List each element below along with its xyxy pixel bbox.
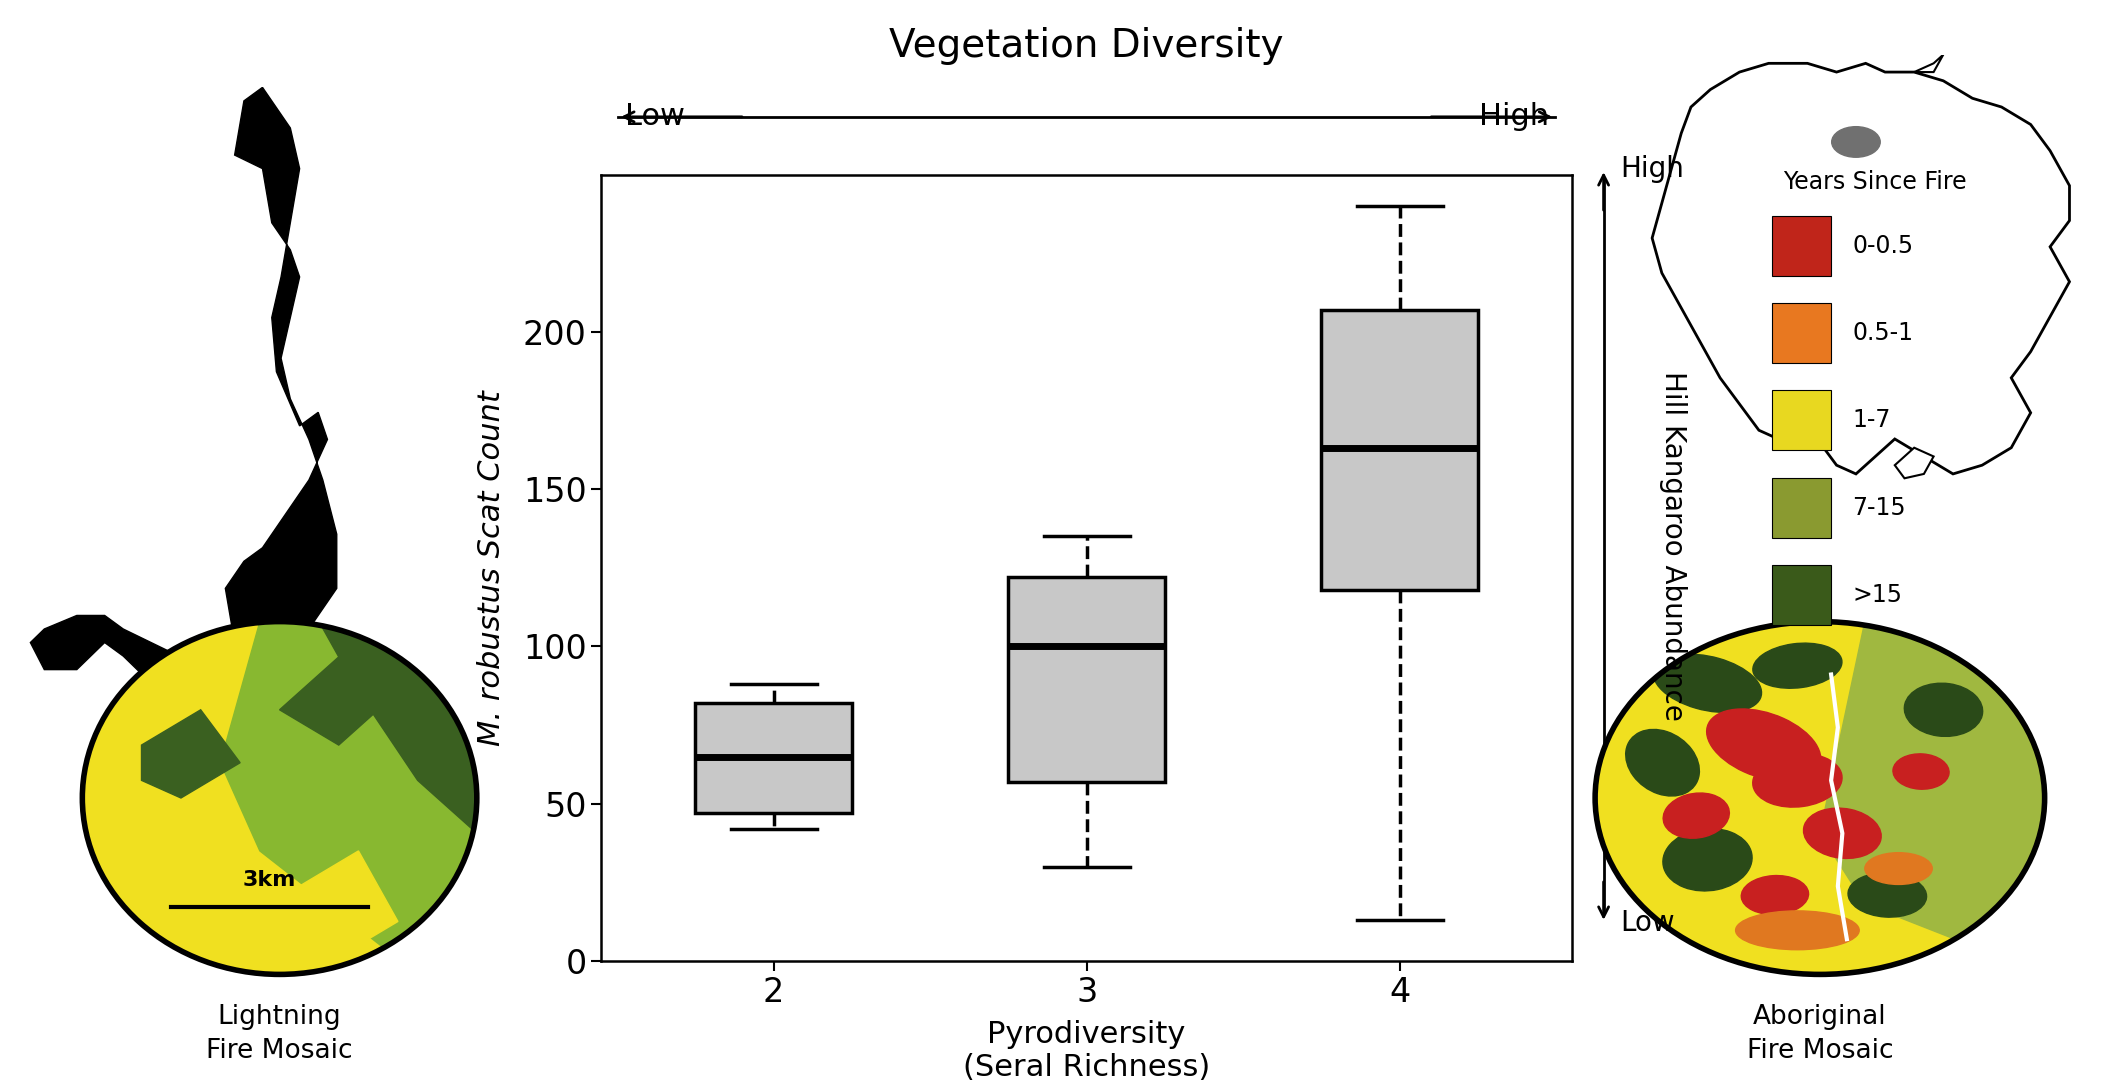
Polygon shape bbox=[101, 621, 219, 727]
Text: Years Since Fire: Years Since Fire bbox=[1783, 170, 1967, 194]
Text: 3km: 3km bbox=[243, 869, 295, 890]
Text: Vegetation Diversity: Vegetation Diversity bbox=[890, 27, 1283, 66]
Text: Low: Low bbox=[1620, 909, 1675, 937]
Ellipse shape bbox=[1663, 829, 1751, 891]
Ellipse shape bbox=[1831, 127, 1880, 157]
Y-axis label: M. robustus Scat Count: M. robustus Scat Count bbox=[477, 390, 506, 746]
Polygon shape bbox=[241, 904, 319, 974]
Ellipse shape bbox=[1905, 684, 1983, 736]
Polygon shape bbox=[1652, 63, 2070, 474]
Bar bbox=[1321, 310, 1477, 590]
Text: Fire Mosaic: Fire Mosaic bbox=[207, 1037, 352, 1064]
Ellipse shape bbox=[1595, 621, 2045, 974]
Text: High: High bbox=[1479, 103, 1549, 131]
Polygon shape bbox=[1819, 621, 2045, 939]
Ellipse shape bbox=[1625, 729, 1699, 796]
Bar bbox=[696, 703, 852, 814]
Text: Lightning: Lightning bbox=[217, 1005, 342, 1031]
Text: >15: >15 bbox=[1853, 583, 1903, 607]
Ellipse shape bbox=[1663, 793, 1730, 839]
Ellipse shape bbox=[1893, 753, 1950, 790]
Ellipse shape bbox=[82, 621, 477, 974]
Polygon shape bbox=[1914, 55, 1943, 72]
Polygon shape bbox=[319, 621, 477, 833]
Ellipse shape bbox=[1804, 808, 1882, 858]
Ellipse shape bbox=[1654, 654, 1762, 712]
Ellipse shape bbox=[1737, 911, 1859, 950]
Polygon shape bbox=[300, 851, 399, 957]
Text: 7-15: 7-15 bbox=[1853, 496, 1905, 520]
Ellipse shape bbox=[1753, 643, 1842, 688]
Text: 0.5-1: 0.5-1 bbox=[1853, 321, 1914, 345]
Text: 0-0.5: 0-0.5 bbox=[1853, 234, 1914, 258]
Text: 1-7: 1-7 bbox=[1853, 408, 1891, 432]
Ellipse shape bbox=[1753, 753, 1842, 807]
Ellipse shape bbox=[1707, 709, 1821, 781]
Text: High: High bbox=[1620, 155, 1684, 183]
Polygon shape bbox=[219, 621, 477, 974]
X-axis label: Pyrodiversity
(Seral Richness): Pyrodiversity (Seral Richness) bbox=[962, 1020, 1211, 1082]
Text: Fire Mosaic: Fire Mosaic bbox=[1747, 1037, 1893, 1064]
Polygon shape bbox=[141, 710, 241, 798]
Bar bbox=[1009, 578, 1165, 782]
Ellipse shape bbox=[1865, 853, 1933, 885]
Polygon shape bbox=[1895, 448, 1933, 478]
Polygon shape bbox=[30, 87, 338, 717]
Ellipse shape bbox=[1741, 876, 1808, 914]
Text: Low: Low bbox=[625, 103, 684, 131]
Polygon shape bbox=[122, 781, 241, 904]
Polygon shape bbox=[279, 657, 378, 745]
Text: Aboriginal: Aboriginal bbox=[1753, 1005, 1886, 1031]
Ellipse shape bbox=[1848, 873, 1926, 917]
Text: Hill Kangaroo Abundance: Hill Kangaroo Abundance bbox=[1658, 371, 1688, 721]
